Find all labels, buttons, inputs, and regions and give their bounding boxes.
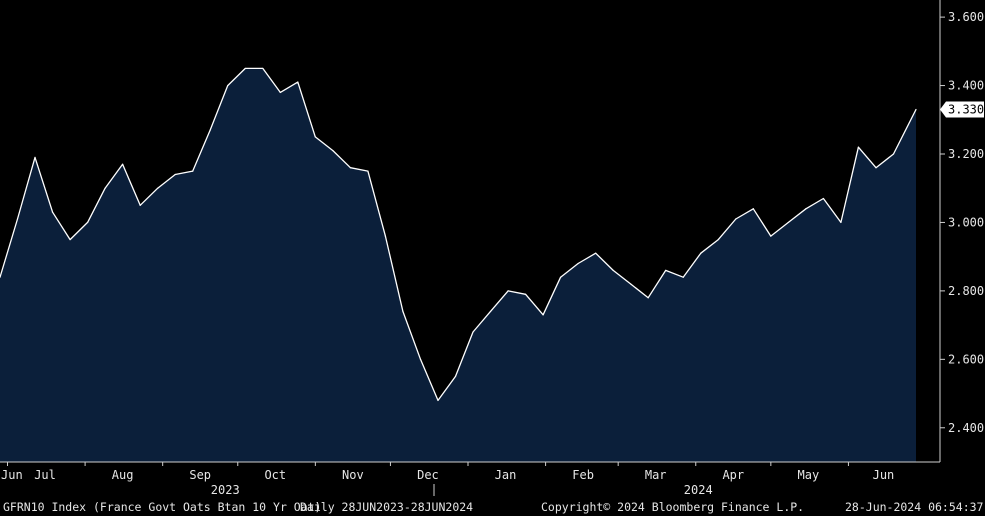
x-tick-label: Jun [873,468,895,482]
x-tick-label: Nov [342,468,364,482]
data-point [51,211,54,213]
data-point [665,269,667,271]
data-point [122,163,124,165]
x-tick-label: Jun [1,468,23,482]
data-point [524,293,527,295]
data-point [349,167,351,169]
x-tick-label: Mar [645,468,667,482]
data-point [489,310,492,313]
data-point [0,276,1,278]
data-point [892,153,895,155]
data-point [507,290,509,292]
data-point [86,221,89,224]
data-point [227,84,229,87]
data-point [875,167,877,169]
data-point [542,314,544,316]
data-point [384,235,387,237]
security-description: GFRN10 Index (France Govt Oats Btan 10 Y… [3,500,322,514]
data-point [437,399,439,401]
data-point [915,108,917,111]
data-point [332,149,334,152]
data-point [69,238,71,241]
data-point [297,81,299,83]
data-point [262,67,264,70]
data-point [174,173,176,176]
data-point [139,204,141,206]
last-value-box [940,101,984,118]
x-tick-label: Feb [572,468,594,482]
x-tick-label: Apr [722,468,744,482]
y-tick-label: 2.600 [948,352,984,366]
data-point [857,146,860,148]
plot-area [0,67,917,463]
x-tick-label: Jul [34,468,56,482]
data-point [419,358,422,360]
data-point [314,136,316,138]
data-point [700,252,702,254]
x-tick-label: Oct [264,468,286,482]
last-value-label: 3.330 [948,103,984,117]
data-point [157,187,159,189]
data-point [805,208,807,210]
year-label: 2024 [684,483,713,497]
data-point [595,252,597,254]
data-point [472,331,474,333]
data-point [209,129,211,131]
x-tick-label: Dec [417,468,439,482]
copyright-text: Copyright© 2024 Bloomberg Finance L.P. [541,500,805,514]
y-tick-label: 3.200 [948,147,984,161]
data-point [630,283,632,285]
x-axis: Jun Jul Aug Sep Oct Nov Dec Jan Feb Mar Apr May Jun 2… [0,461,940,497]
data-point [822,197,824,200]
price-chart: 3.600 3.400 3.200 3.000 2.800 2.600 2.400 3.330… [0,0,984,497]
data-point [402,310,404,313]
data-point [735,218,737,220]
x-tick-label: Sep [189,468,211,482]
data-point [104,187,106,189]
data-point [279,91,281,93]
last-value-marker: 3.330 [940,101,984,118]
data-point [787,221,789,224]
y-tick-label: 3.600 [948,10,984,24]
y-tick-label: 3.400 [948,79,984,93]
data-point [244,67,246,70]
data-point [682,276,684,278]
data-point [34,156,36,159]
data-point [367,170,369,172]
data-point [647,297,649,299]
data-point [752,208,754,210]
y-tick-label: 3.000 [948,215,984,229]
data-point [770,235,772,237]
year-label: 2023 [211,483,240,497]
x-tick-label: Aug [112,468,134,482]
x-tick-label: May [798,468,820,482]
x-tick-label: Jan [495,468,517,482]
y-tick-label: 2.400 [948,421,984,435]
data-point [560,276,562,278]
y-tick-label: 2.800 [948,284,984,298]
date-range: Daily 28JUN2023-28JUN2024 [300,500,474,514]
series-area-fill [0,68,916,463]
data-point [717,238,719,241]
data-point [612,269,614,271]
data-point [840,221,842,224]
timestamp: 28-Jun-2024 06:54:37 [845,500,984,514]
data-point [16,218,19,220]
data-point [577,262,579,265]
data-point [192,170,194,172]
footer-bar: GFRN10 Index (France Govt Oats Btan 10 Y… [0,497,985,516]
y-axis: 3.600 3.400 3.200 3.000 2.800 2.600 2.400 3.330 [939,0,984,462]
data-point [454,375,457,378]
